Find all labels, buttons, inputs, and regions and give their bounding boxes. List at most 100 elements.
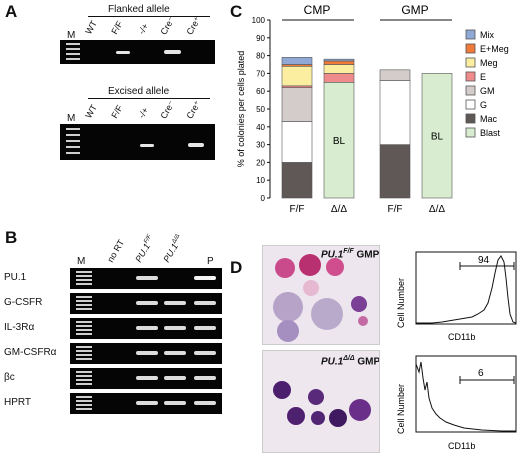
legend-label: GM — [480, 86, 495, 96]
gel-row — [70, 393, 222, 414]
flow-ylabel-top: Cell Number — [396, 278, 406, 328]
gel-band — [136, 276, 158, 280]
flow-value-bottom: 6 — [478, 368, 484, 379]
panel-a-letter: A — [5, 2, 18, 21]
b-lane-m: M — [77, 256, 86, 267]
gel-band — [136, 376, 158, 380]
lane-label-m: M — [67, 30, 76, 41]
legend-label: Mix — [480, 30, 494, 40]
colony-stacked-bar-chart: 0 10 20 30 40 50 60 70 80 90 100 % of colonies per … — [236, 3, 509, 215]
gel-band — [194, 401, 216, 405]
gel-row-label: βc — [4, 372, 15, 383]
excised-gel — [60, 124, 215, 160]
gel-band — [164, 326, 186, 330]
lane-label-wt: WT — [83, 18, 99, 36]
flanked-allele-title: Flanked allele — [108, 4, 170, 15]
bar-segment-e-meg — [323, 60, 355, 65]
gel-band — [194, 351, 216, 355]
lane-label-wt-2: WT — [83, 102, 99, 120]
panel-b-letter: B — [5, 228, 18, 247]
group-label-gmp: GMP — [401, 3, 428, 17]
y-tick-label: 30 — [256, 141, 265, 150]
gel-band — [194, 326, 216, 330]
bar-segment-mac — [281, 162, 313, 199]
b-lane-p: P — [207, 256, 214, 267]
gel-row-label: HPRT — [4, 397, 32, 408]
lane-label-het: -/+ — [136, 21, 151, 36]
flow-value-top: 94 — [478, 255, 490, 266]
x-category-label: Δ/Δ — [331, 204, 347, 215]
legend-swatch — [465, 71, 476, 82]
bar-segment-mix — [281, 57, 313, 65]
bar-segment-g — [379, 80, 411, 145]
gel-band — [136, 401, 158, 405]
gel-band — [164, 376, 186, 380]
legend-swatch — [465, 43, 476, 54]
ff-gmp-label: PU.1F/F GMP — [321, 248, 380, 261]
gel-row-label: PU.1 — [4, 272, 27, 283]
legend-swatch — [465, 99, 476, 110]
bl-label: BL — [431, 132, 444, 143]
legend-swatch — [465, 57, 476, 68]
panel-c-letter: C — [230, 2, 243, 21]
lane-label-cre-pos: Cre⁺ — [184, 14, 203, 37]
gel-band — [194, 276, 216, 280]
bar-segment-mix — [323, 58, 355, 62]
gel-row — [70, 318, 222, 339]
lane-label-m-2: M — [67, 113, 76, 124]
gel-row — [70, 343, 222, 364]
y-tick-label: 100 — [252, 16, 266, 25]
gel-row — [70, 293, 222, 314]
flow-xlabel-top: CD11b — [448, 332, 475, 342]
b-lane-ff: PU.1F/F — [133, 233, 154, 264]
y-tick-label: 10 — [256, 176, 265, 185]
y-tick-label: 0 — [261, 194, 266, 203]
flow-xlabel-bottom: CD11b — [448, 441, 475, 451]
flow-histogram-dd: Cell Number 6 CD11b — [396, 355, 517, 451]
lane-label-cre-pos-2: Cre⁺ — [184, 98, 203, 121]
flow-histogram-ff: Cell Number 94 CD11b — [396, 251, 517, 342]
bar-segment-gm — [379, 69, 411, 81]
y-axis-label: % of colonies per cells plated — [236, 51, 246, 168]
micrograph-dd-gmp: PU.1Δ/Δ GMP — [262, 350, 380, 453]
b-lane-no-rt: no RT — [105, 237, 127, 264]
x-category-label: F/F — [388, 204, 403, 215]
gel-band — [164, 401, 186, 405]
bar-segment-meg — [281, 65, 313, 87]
bar-segment-meg — [323, 64, 355, 74]
gel-row — [70, 268, 222, 289]
legend-label: Meg — [480, 58, 498, 68]
gel-row — [70, 368, 222, 389]
bar-segment-g — [281, 121, 313, 163]
y-tick-label: 60 — [256, 87, 265, 96]
lane-label-ff-2: F/F — [109, 103, 125, 120]
dd-gmp-label: PU.1Δ/Δ GMP — [321, 355, 380, 368]
y-tick-label: 90 — [256, 34, 265, 43]
legend-label: Mac — [480, 114, 498, 124]
gel-row-label: GM-CSFRα — [4, 347, 57, 358]
band-het — [140, 144, 154, 147]
legend-swatch — [465, 29, 476, 40]
x-category-label: F/F — [290, 204, 305, 215]
legend-swatch — [465, 85, 476, 96]
lane-label-ff: F/F — [109, 19, 125, 36]
lane-label-cre-neg: Cre⁻ — [158, 14, 177, 37]
gel-band — [194, 376, 216, 380]
legend-label: E+Meg — [480, 44, 509, 54]
bl-label: BL — [333, 136, 346, 147]
y-tick-label: 20 — [256, 158, 265, 167]
legend-label: G — [480, 100, 487, 110]
excised-allele-title: Excised allele — [108, 86, 170, 97]
lane-label-het-2: -/+ — [136, 105, 151, 120]
legend-label: E — [480, 72, 486, 82]
y-tick-label: 40 — [256, 123, 265, 132]
x-category-label: Δ/Δ — [429, 204, 445, 215]
gel-band — [136, 326, 158, 330]
bar-segment-blast — [323, 82, 355, 199]
flanked-gel — [60, 40, 215, 64]
gel-band — [194, 301, 216, 305]
legend-swatch — [465, 127, 476, 138]
panel-d-letter: D — [230, 258, 243, 277]
flanked-underline — [88, 16, 210, 17]
legend-label: Blast — [480, 128, 501, 138]
